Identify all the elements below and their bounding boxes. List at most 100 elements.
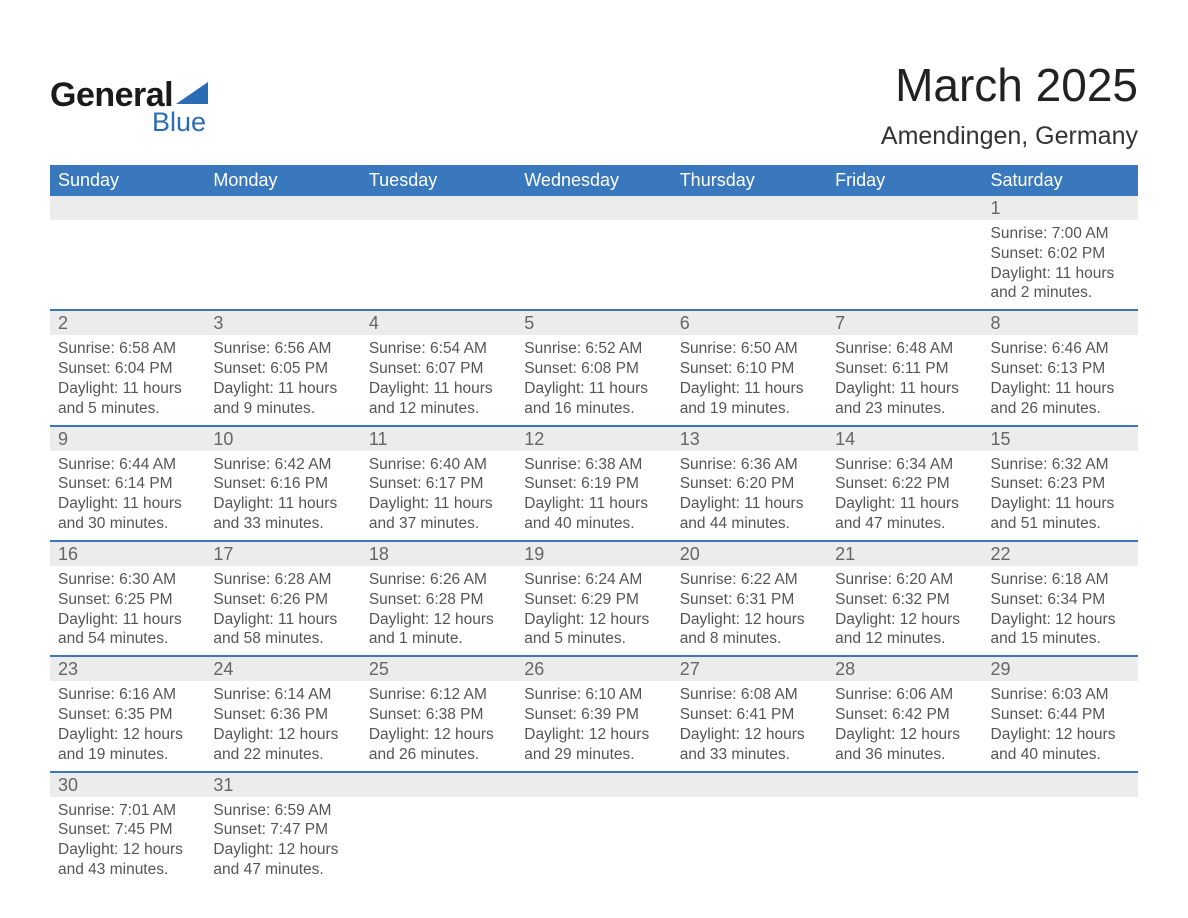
day-number: 25 [361, 657, 516, 681]
day-number: 13 [672, 427, 827, 451]
day-number: 22 [983, 542, 1138, 566]
detail-line: Sunset: 6:26 PM [213, 590, 352, 610]
detail-line: and 9 minutes. [213, 399, 352, 419]
detail-line: and 19 minutes. [680, 399, 819, 419]
day-number: 11 [361, 427, 516, 451]
day-number: 1 [983, 196, 1138, 220]
day-of-week-header: Saturday [983, 165, 1138, 196]
detail-line: Sunset: 6:22 PM [835, 474, 974, 494]
day-details: Sunrise: 6:46 AMSunset: 6:13 PMDaylight:… [983, 335, 1138, 424]
detail-line: Sunrise: 6:48 AM [835, 339, 974, 359]
detail-line: Sunrise: 6:38 AM [524, 455, 663, 475]
detail-line: and 47 minutes. [835, 514, 974, 534]
detail-line: Daylight: 11 hours [213, 494, 352, 514]
empty-day-bar [516, 773, 671, 797]
day-number: 7 [827, 311, 982, 335]
detail-line: Daylight: 11 hours [524, 379, 663, 399]
calendar-cell: 23Sunrise: 6:16 AMSunset: 6:35 PMDayligh… [50, 657, 205, 770]
detail-line: and 5 minutes. [58, 399, 197, 419]
detail-line: Daylight: 12 hours [680, 725, 819, 745]
day-details: Sunrise: 6:58 AMSunset: 6:04 PMDaylight:… [50, 335, 205, 424]
day-number: 16 [50, 542, 205, 566]
detail-line: Daylight: 12 hours [213, 725, 352, 745]
calendar-cell: 25Sunrise: 6:12 AMSunset: 6:38 PMDayligh… [361, 657, 516, 770]
detail-line: Sunset: 7:47 PM [213, 820, 352, 840]
detail-line: Sunset: 7:45 PM [58, 820, 197, 840]
detail-line: Sunrise: 6:14 AM [213, 685, 352, 705]
day-number: 28 [827, 657, 982, 681]
detail-line: and 5 minutes. [524, 629, 663, 649]
calendar-cell: 14Sunrise: 6:34 AMSunset: 6:22 PMDayligh… [827, 427, 982, 540]
calendar-cell: 7Sunrise: 6:48 AMSunset: 6:11 PMDaylight… [827, 311, 982, 424]
detail-line: Sunset: 6:13 PM [991, 359, 1130, 379]
day-number: 4 [361, 311, 516, 335]
detail-line: and 44 minutes. [680, 514, 819, 534]
detail-line: Sunrise: 6:10 AM [524, 685, 663, 705]
day-details: Sunrise: 6:44 AMSunset: 6:14 PMDaylight:… [50, 451, 205, 540]
day-number: 10 [205, 427, 360, 451]
days-of-week-header: SundayMondayTuesdayWednesdayThursdayFrid… [50, 165, 1138, 196]
detail-line: and 33 minutes. [680, 745, 819, 765]
location-label: Amendingen, Germany [881, 122, 1138, 151]
day-details: Sunrise: 6:12 AMSunset: 6:38 PMDaylight:… [361, 681, 516, 770]
detail-line: and 37 minutes. [369, 514, 508, 534]
day-number: 5 [516, 311, 671, 335]
detail-line: and 40 minutes. [524, 514, 663, 534]
calendar-cell [672, 773, 827, 886]
day-number: 2 [50, 311, 205, 335]
detail-line: Sunset: 6:36 PM [213, 705, 352, 725]
detail-line: Sunset: 6:28 PM [369, 590, 508, 610]
detail-line: and 43 minutes. [58, 860, 197, 880]
detail-line: and 47 minutes. [213, 860, 352, 880]
detail-line: Sunrise: 6:50 AM [680, 339, 819, 359]
detail-line: Daylight: 12 hours [369, 610, 508, 630]
detail-line: Sunset: 6:35 PM [58, 705, 197, 725]
calendar-cell: 29Sunrise: 6:03 AMSunset: 6:44 PMDayligh… [983, 657, 1138, 770]
calendar-cell [516, 773, 671, 886]
week-row: 2Sunrise: 6:58 AMSunset: 6:04 PMDaylight… [50, 309, 1138, 424]
day-details: Sunrise: 6:24 AMSunset: 6:29 PMDaylight:… [516, 566, 671, 655]
day-number: 19 [516, 542, 671, 566]
day-of-week-header: Monday [205, 165, 360, 196]
calendar-cell [516, 196, 671, 309]
calendar-cell: 28Sunrise: 6:06 AMSunset: 6:42 PMDayligh… [827, 657, 982, 770]
detail-line: Sunset: 6:23 PM [991, 474, 1130, 494]
day-details: Sunrise: 6:08 AMSunset: 6:41 PMDaylight:… [672, 681, 827, 770]
detail-line: Daylight: 11 hours [680, 494, 819, 514]
day-number: 6 [672, 311, 827, 335]
calendar-cell: 31Sunrise: 6:59 AMSunset: 7:47 PMDayligh… [205, 773, 360, 886]
day-of-week-header: Friday [827, 165, 982, 196]
detail-line: Daylight: 11 hours [58, 379, 197, 399]
detail-line: Sunrise: 6:36 AM [680, 455, 819, 475]
header: General Blue March 2025 Amendingen, Germ… [50, 48, 1138, 151]
empty-day-bar [205, 196, 360, 220]
detail-line: Sunset: 6:11 PM [835, 359, 974, 379]
day-details: Sunrise: 6:50 AMSunset: 6:10 PMDaylight:… [672, 335, 827, 424]
detail-line: Sunset: 6:39 PM [524, 705, 663, 725]
day-details: Sunrise: 6:06 AMSunset: 6:42 PMDaylight:… [827, 681, 982, 770]
calendar-cell: 19Sunrise: 6:24 AMSunset: 6:29 PMDayligh… [516, 542, 671, 655]
detail-line: Sunrise: 6:08 AM [680, 685, 819, 705]
day-of-week-header: Wednesday [516, 165, 671, 196]
detail-line: Sunset: 6:08 PM [524, 359, 663, 379]
detail-line: and 26 minutes. [991, 399, 1130, 419]
detail-line: Sunrise: 6:59 AM [213, 801, 352, 821]
detail-line: and 1 minute. [369, 629, 508, 649]
detail-line: Daylight: 12 hours [369, 725, 508, 745]
day-details: Sunrise: 6:40 AMSunset: 6:17 PMDaylight:… [361, 451, 516, 540]
day-details: Sunrise: 6:14 AMSunset: 6:36 PMDaylight:… [205, 681, 360, 770]
calendar-cell: 24Sunrise: 6:14 AMSunset: 6:36 PMDayligh… [205, 657, 360, 770]
calendar-cell: 1Sunrise: 7:00 AMSunset: 6:02 PMDaylight… [983, 196, 1138, 309]
empty-day-bar [827, 773, 982, 797]
detail-line: Sunset: 6:10 PM [680, 359, 819, 379]
calendar-cell [361, 773, 516, 886]
week-row: 30Sunrise: 7:01 AMSunset: 7:45 PMDayligh… [50, 771, 1138, 886]
detail-line: Sunrise: 6:18 AM [991, 570, 1130, 590]
detail-line: Daylight: 11 hours [680, 379, 819, 399]
empty-day-bar [50, 196, 205, 220]
detail-line: Sunrise: 6:46 AM [991, 339, 1130, 359]
detail-line: Sunrise: 7:00 AM [991, 224, 1130, 244]
day-details: Sunrise: 6:26 AMSunset: 6:28 PMDaylight:… [361, 566, 516, 655]
detail-line: and 26 minutes. [369, 745, 508, 765]
detail-line: Daylight: 11 hours [991, 264, 1130, 284]
